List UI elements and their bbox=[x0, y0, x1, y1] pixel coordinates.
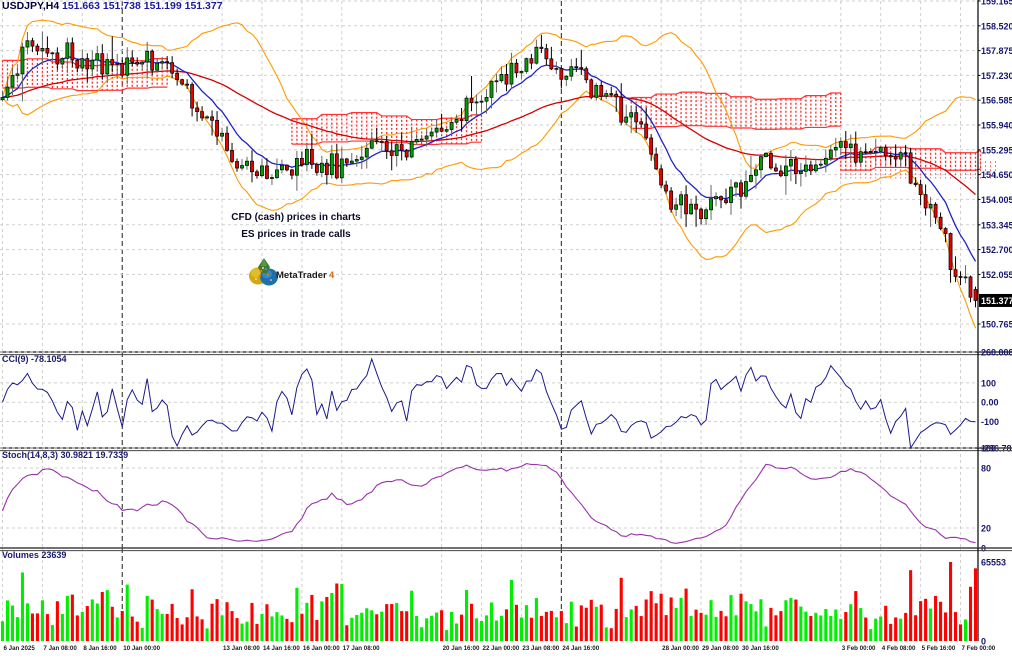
svg-text:14 Jan 16:00: 14 Jan 16:00 bbox=[263, 645, 300, 652]
svg-text:10 Jan 00:00: 10 Jan 00:00 bbox=[123, 645, 160, 652]
svg-text:150.765: 150.765 bbox=[981, 320, 1012, 330]
svg-text:153.345: 153.345 bbox=[981, 220, 1012, 230]
svg-text:155.940: 155.940 bbox=[981, 121, 1012, 131]
svg-text:4: 4 bbox=[329, 270, 335, 281]
svg-text:260.0084: 260.0084 bbox=[981, 348, 1012, 358]
svg-text:23 Jan 08:00: 23 Jan 08:00 bbox=[522, 645, 559, 652]
svg-text:30 Jan 16:00: 30 Jan 16:00 bbox=[742, 645, 779, 652]
svg-text:80: 80 bbox=[981, 464, 991, 474]
svg-text:65553: 65553 bbox=[981, 558, 1006, 568]
svg-text:7 Jan 08:00: 7 Jan 08:00 bbox=[43, 645, 77, 652]
svg-text:6 Jan 2025: 6 Jan 2025 bbox=[3, 645, 35, 652]
svg-text:USDJPY,H4: USDJPY,H4 bbox=[2, 0, 59, 12]
svg-text:29 Jan 08:00: 29 Jan 08:00 bbox=[702, 645, 739, 652]
svg-text:154.005: 154.005 bbox=[981, 195, 1012, 205]
svg-text:151.377: 151.377 bbox=[981, 296, 1012, 306]
svg-text:152.055: 152.055 bbox=[981, 270, 1012, 280]
svg-text:7 Feb 00:00: 7 Feb 00:00 bbox=[962, 645, 996, 652]
svg-text:157.230: 157.230 bbox=[981, 71, 1012, 81]
svg-text:17 Jan 08:00: 17 Jan 08:00 bbox=[343, 645, 380, 652]
svg-text:22 Jan 00:00: 22 Jan 00:00 bbox=[483, 645, 520, 652]
svg-text:158.520: 158.520 bbox=[981, 21, 1012, 31]
svg-text:24 Jan 16:00: 24 Jan 16:00 bbox=[562, 645, 599, 652]
svg-text:-100: -100 bbox=[981, 417, 999, 427]
svg-text:ES prices in trade calls: ES prices in trade calls bbox=[241, 229, 351, 240]
svg-text:154.650: 154.650 bbox=[981, 170, 1012, 180]
svg-text:100: 100 bbox=[981, 378, 996, 388]
svg-text:13 Jan 08:00: 13 Jan 08:00 bbox=[223, 645, 260, 652]
svg-text:MetaTrader: MetaTrader bbox=[276, 270, 327, 281]
svg-text:0.00: 0.00 bbox=[981, 398, 999, 408]
svg-text:3 Feb 00:00: 3 Feb 00:00 bbox=[842, 645, 876, 652]
svg-text:CCI(9) -78.1054: CCI(9) -78.1054 bbox=[2, 354, 67, 364]
svg-text:CFD (cash) prices in charts: CFD (cash) prices in charts bbox=[231, 212, 361, 223]
svg-text:5 Feb 16:00: 5 Feb 16:00 bbox=[922, 645, 956, 652]
svg-text:Stoch(14,8,3) 30.9821 19.7339: Stoch(14,8,3) 30.9821 19.7339 bbox=[2, 450, 128, 460]
svg-text:152.700: 152.700 bbox=[981, 245, 1012, 255]
svg-text:8 Jan 16:00: 8 Jan 16:00 bbox=[83, 645, 117, 652]
svg-text:4 Feb 08:00: 4 Feb 08:00 bbox=[882, 645, 916, 652]
svg-text:156.585: 156.585 bbox=[981, 96, 1012, 106]
svg-text:20 Jan 16:00: 20 Jan 16:00 bbox=[443, 645, 480, 652]
svg-text:28 Jan 00:00: 28 Jan 00:00 bbox=[662, 645, 699, 652]
svg-text:157.875: 157.875 bbox=[981, 46, 1012, 56]
svg-text:100: 100 bbox=[981, 444, 996, 454]
svg-text:Volumes 23639: Volumes 23639 bbox=[2, 550, 66, 560]
svg-text:155.295: 155.295 bbox=[981, 145, 1012, 155]
svg-text:159.165: 159.165 bbox=[981, 0, 1012, 7]
svg-text:151.663 151.738 151.199 151: 151.663 151.738 151.199 151.377 bbox=[62, 0, 223, 12]
svg-text:20: 20 bbox=[981, 524, 991, 534]
svg-text:16 Jan 00:00: 16 Jan 00:00 bbox=[303, 645, 340, 652]
